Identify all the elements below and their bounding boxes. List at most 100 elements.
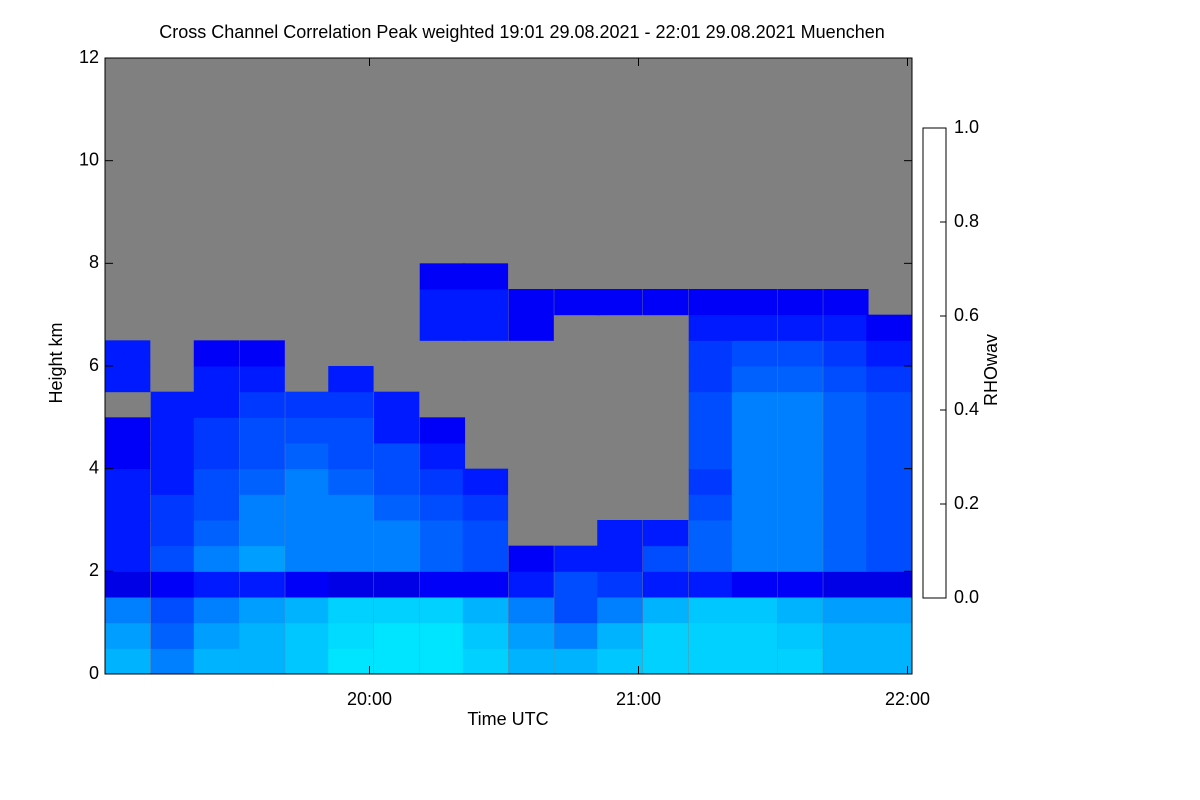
y-tick-label: 2 (89, 560, 99, 580)
heatmap-cell (731, 494, 778, 521)
heatmap-cell (328, 622, 374, 649)
heatmap-cell (104, 520, 151, 547)
heatmap-cell (239, 468, 285, 495)
heatmap-cell (866, 366, 912, 393)
heatmap-cell (554, 545, 600, 572)
heatmap-cell (239, 622, 285, 649)
heatmap-cell (597, 520, 643, 547)
heatmap-cell (688, 340, 735, 367)
heatmap-cell (373, 545, 420, 572)
heatmap-cell (823, 417, 869, 444)
heatmap-cell (239, 494, 285, 521)
heatmap-cell (688, 571, 735, 598)
heatmap-cell (419, 494, 466, 521)
heatmap-cell (104, 494, 151, 521)
heatmap-cell (777, 494, 823, 521)
heatmap-cell (823, 289, 869, 316)
colorbar (922, 127, 947, 599)
heatmap-cell (419, 597, 466, 624)
heatmap-cell (285, 391, 331, 418)
y-tick-label: 10 (79, 149, 99, 169)
heatmap-cell (150, 622, 197, 649)
heatmap-cell (642, 545, 689, 572)
heatmap-cell (823, 520, 869, 547)
heatmap-cell (823, 494, 869, 521)
heatmap-cell (597, 597, 643, 624)
heatmap-cell (239, 366, 285, 393)
heatmap-cell (688, 597, 735, 624)
heatmap-cell (373, 468, 420, 495)
heatmap-cell (554, 571, 600, 598)
heatmap-cell (823, 545, 869, 572)
colorbar-tick-label: 1.0 (954, 117, 979, 137)
heatmap-cell (285, 520, 331, 547)
heatmap-cell (462, 494, 509, 521)
heatmap-cell (239, 648, 285, 675)
heatmap-cell (777, 571, 823, 598)
heatmap-cell (777, 597, 823, 624)
heatmap-cell (731, 468, 778, 495)
heatmap-cell (823, 648, 869, 675)
heatmap-cell (731, 571, 778, 598)
heatmap-cell (285, 494, 331, 521)
heatmap-cell (373, 494, 420, 521)
x-tick-label: 20:00 (347, 689, 392, 709)
heatmap-cell (193, 443, 240, 470)
heatmap-cell (150, 520, 197, 547)
heatmap-cell (285, 545, 331, 572)
heatmap-cell (193, 597, 240, 624)
heatmap-cell (823, 597, 869, 624)
heatmap-cell (193, 391, 240, 418)
heatmap-cell (731, 520, 778, 547)
heatmap-cell (731, 417, 778, 444)
heatmap-cell (554, 289, 600, 316)
heatmap-cell (823, 391, 869, 418)
heatmap-cell (731, 443, 778, 470)
heatmap-cell (462, 648, 509, 675)
heatmap-cell (777, 545, 823, 572)
heatmap-cell (597, 289, 643, 316)
colorbar-tick-label: 0.8 (954, 211, 979, 231)
heatmap-cell (731, 340, 778, 367)
heatmap-cell (508, 545, 554, 572)
heatmap-cell (688, 443, 735, 470)
heatmap-cell (150, 545, 197, 572)
heatmap-cell (731, 597, 778, 624)
heatmap-cell (688, 289, 735, 316)
y-tick-label: 6 (89, 355, 99, 375)
heatmap-cell (866, 597, 912, 624)
y-tick-label: 8 (89, 252, 99, 272)
colorbar-tick-label: 0.6 (954, 305, 979, 325)
heatmap-cell (104, 443, 151, 470)
heatmap-cell (193, 648, 240, 675)
heatmap-cell (462, 314, 509, 341)
heatmap-cell (688, 520, 735, 547)
heatmap-cell (328, 520, 374, 547)
x-tick-label: 21:00 (616, 689, 661, 709)
heatmap-cell (285, 468, 331, 495)
heatmap-cell (104, 597, 151, 624)
heatmap-cell (823, 622, 869, 649)
heatmap-cell (239, 597, 285, 624)
heatmap-cell (642, 289, 689, 316)
heatmap-cell (193, 417, 240, 444)
heatmap-cell (373, 417, 420, 444)
heatmap-cell (777, 314, 823, 341)
heatmap-cell (285, 597, 331, 624)
heatmap-cell (328, 545, 374, 572)
heatmap-cell (642, 648, 689, 675)
colorbar-tick-label: 0.4 (954, 399, 979, 419)
chart-title: Cross Channel Correlation Peak weighted … (159, 22, 885, 42)
heatmap-cell (823, 340, 869, 367)
heatmap-cell (239, 545, 285, 572)
heatmap-cell (688, 366, 735, 393)
heatmap-cell (597, 648, 643, 675)
heatmap-cell (508, 597, 554, 624)
heatmap-cell (508, 314, 554, 341)
heatmap-cell (193, 520, 240, 547)
colorbar-tick-label: 0.0 (954, 587, 979, 607)
heatmap-cell (462, 622, 509, 649)
heatmap-cell (419, 263, 466, 290)
